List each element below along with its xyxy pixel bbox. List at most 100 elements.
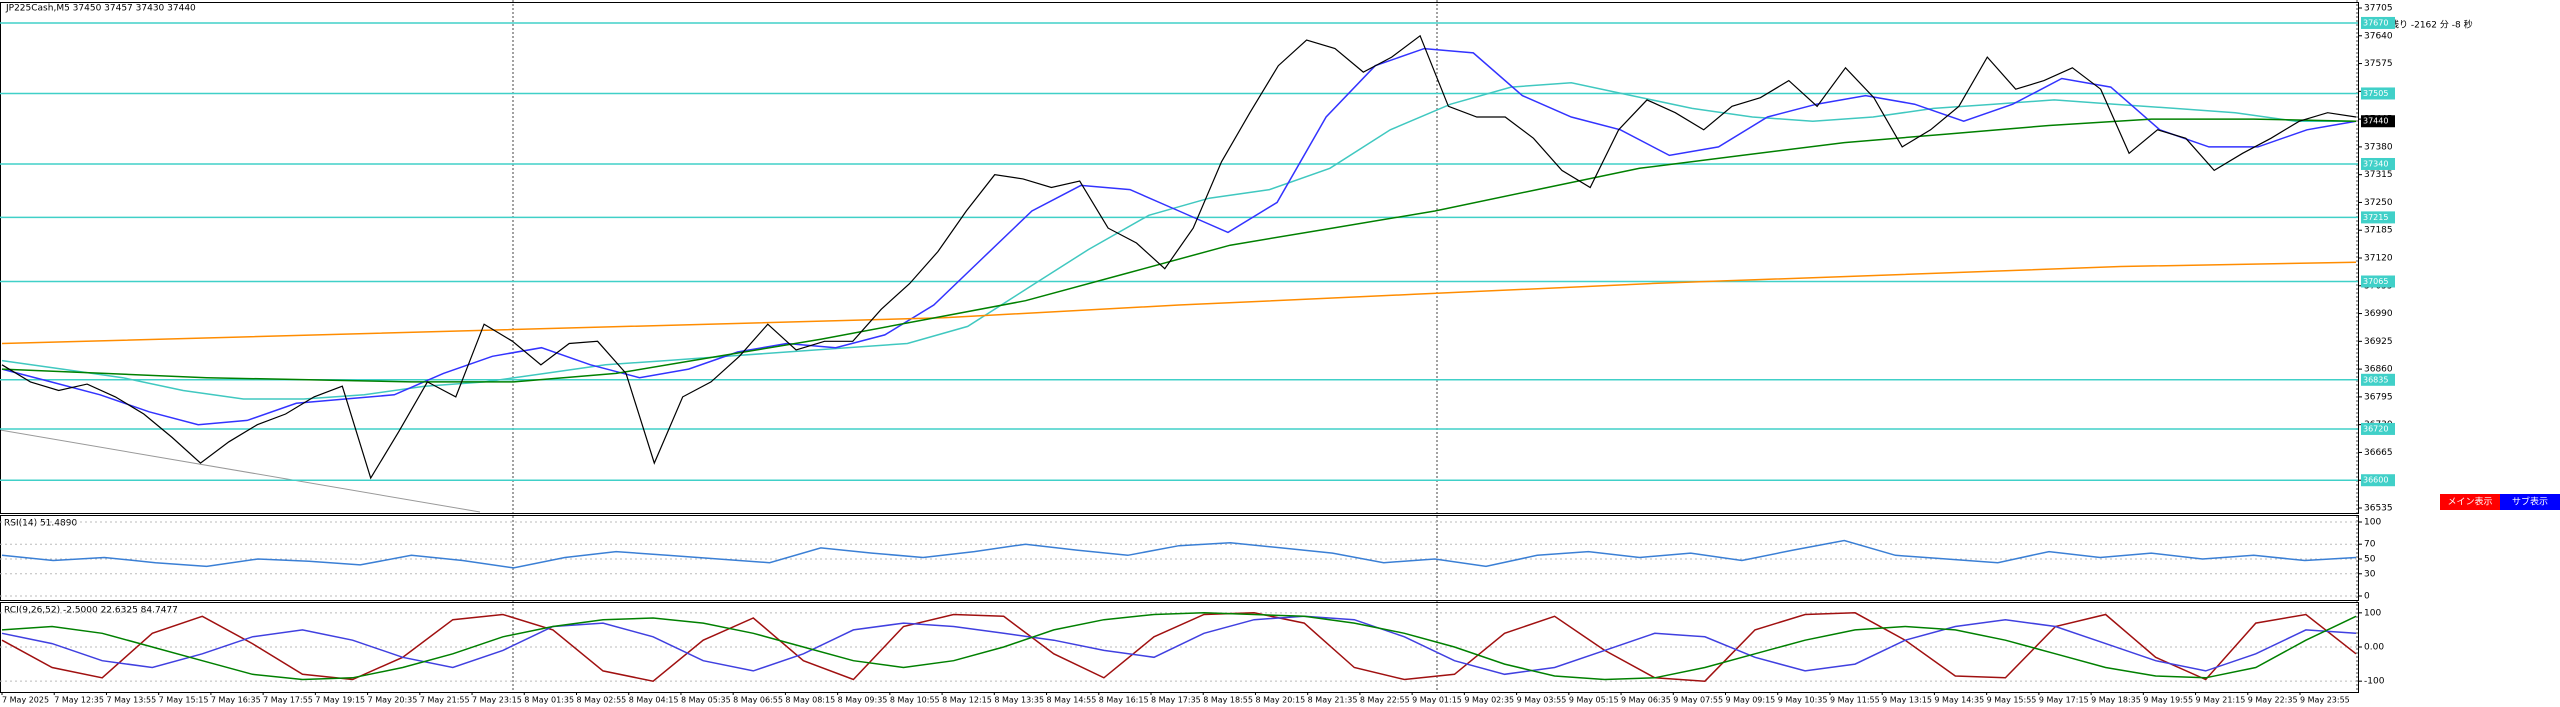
x-tick-label: 9 May 13:15 xyxy=(1882,696,1932,705)
level-box xyxy=(2361,16,2395,29)
y-tick-label: 50 xyxy=(2364,555,2376,565)
y-tick-label: 100 xyxy=(2364,518,2381,528)
y-tick-label: 37575 xyxy=(2364,59,2393,69)
y-tick-label: 70 xyxy=(2364,540,2376,550)
x-tick-label: 8 May 20:15 xyxy=(1255,696,1305,705)
x-tick-label: 8 May 06:55 xyxy=(733,696,783,705)
series-line xyxy=(1,261,2357,345)
x-tick-label: 9 May 18:35 xyxy=(2091,696,2141,705)
y-tick-label: 36795 xyxy=(2364,392,2393,402)
series-line xyxy=(1,47,2357,426)
y-tick-label: 37380 xyxy=(2364,142,2393,152)
y-tick-label: 36990 xyxy=(2364,309,2393,319)
x-tick-label: 9 May 03:55 xyxy=(1517,696,1567,705)
level-label: 37670 xyxy=(2363,18,2388,27)
trend-line xyxy=(0,429,481,513)
countdown: 残り -2162 分 -8 秒 xyxy=(2390,19,2473,31)
series-line xyxy=(1,612,2357,681)
x-tick-label: 8 May 09:35 xyxy=(838,696,888,705)
x-tick-label: 9 May 23:55 xyxy=(2300,696,2350,705)
sub-button-label[interactable]: サブ表示 xyxy=(2512,496,2548,508)
x-tick-label: 8 May 08:15 xyxy=(785,696,835,705)
series-line xyxy=(1,34,2357,480)
level-box xyxy=(2361,275,2395,288)
sub-button[interactable] xyxy=(2500,494,2560,510)
x-tick-label: 8 May 05:35 xyxy=(681,696,731,705)
panel-title: RSI(14) 51.4890 xyxy=(4,519,77,529)
level-label: 37505 xyxy=(2363,89,2388,98)
panel-frame xyxy=(0,2,2359,514)
x-tick-label: 9 May 22:35 xyxy=(2248,696,2298,705)
y-tick-label: 36665 xyxy=(2364,448,2393,458)
x-tick-label: 7 May 15:15 xyxy=(159,696,209,705)
x-tick-label: 8 May 04:15 xyxy=(629,696,679,705)
x-tick-label: 9 May 05:15 xyxy=(1569,696,1619,705)
x-tick-label: 8 May 10:55 xyxy=(890,696,940,705)
x-tick-label: 7 May 20:35 xyxy=(368,696,418,705)
level-label: 36720 xyxy=(2363,424,2388,433)
level-label: 37215 xyxy=(2363,213,2388,222)
x-tick-label: 9 May 15:55 xyxy=(1987,696,2037,705)
x-tick-label: 8 May 13:35 xyxy=(994,696,1044,705)
panel-frame xyxy=(0,515,2359,601)
y-tick-label: 37640 xyxy=(2364,31,2393,41)
y-tick-label: 37120 xyxy=(2364,254,2393,264)
level-box xyxy=(2361,422,2395,435)
x-tick-label: 7 May 17:55 xyxy=(263,696,313,705)
level-label: 37065 xyxy=(2363,277,2388,286)
level-label: 36600 xyxy=(2363,476,2388,485)
x-tick-label: 8 May 12:15 xyxy=(942,696,992,705)
y-tick-label: 0 xyxy=(2364,592,2370,602)
main-button-label[interactable]: メイン表示 xyxy=(2447,496,2492,508)
x-tick-label: 9 May 02:35 xyxy=(1464,696,1514,705)
x-tick-label: 7 May 12:35 xyxy=(54,696,104,705)
series-line xyxy=(1,82,2356,400)
level-box xyxy=(2361,157,2395,170)
last-price-label: 37440 xyxy=(2363,117,2388,126)
level-label: 36835 xyxy=(2363,375,2388,384)
x-tick-label: 9 May 17:15 xyxy=(2039,696,2089,705)
series-line xyxy=(1,615,2357,676)
panel-title: RCI(9,26,52) -2.5000 22.6325 84.7477 xyxy=(4,606,178,616)
level-box xyxy=(2361,87,2395,100)
x-tick-label: 8 May 22:55 xyxy=(1360,696,1410,705)
x-tick-label: 8 May 21:35 xyxy=(1308,696,1358,705)
x-tick-label: 7 May 16:35 xyxy=(211,696,261,705)
level-box xyxy=(2361,211,2395,224)
x-tick-label: 8 May 18:55 xyxy=(1203,696,1253,705)
level-box xyxy=(2361,373,2395,386)
x-tick-label: 8 May 01:35 xyxy=(524,696,574,705)
x-tick-label: 9 May 19:55 xyxy=(2143,696,2193,705)
y-tick-label: 36860 xyxy=(2364,365,2393,375)
y-tick-label: 37315 xyxy=(2364,170,2393,180)
day-separators xyxy=(512,0,2358,692)
x-tick-label: 9 May 10:35 xyxy=(1778,696,1828,705)
x-tick-label: 9 May 01:15 xyxy=(1412,696,1462,705)
y-tick-label: -100 xyxy=(2364,677,2385,687)
y-tick-label: 100 xyxy=(2364,608,2381,618)
x-tick-label: 8 May 16:15 xyxy=(1099,696,1149,705)
x-tick-label: 8 May 17:35 xyxy=(1151,696,1201,705)
y-tick-label: 37185 xyxy=(2364,226,2393,236)
x-tick-label: 9 May 06:35 xyxy=(1621,696,1671,705)
x-tick-label: 7 May 2025 xyxy=(2,696,49,705)
series-line xyxy=(1,118,2357,383)
x-tick-label: 7 May 23:15 xyxy=(472,696,522,705)
x-tick-label: 9 May 09:15 xyxy=(1726,696,1776,705)
x-tick-label: 9 May 11:55 xyxy=(1830,696,1880,705)
y-tick-label: 36925 xyxy=(2364,337,2393,347)
x-tick-label: 9 May 21:15 xyxy=(2196,696,2246,705)
main-button[interactable] xyxy=(2440,494,2500,510)
series-line xyxy=(1,612,2357,683)
x-tick-label: 8 May 14:55 xyxy=(1047,696,1097,705)
last-price-box xyxy=(2361,115,2395,128)
x-tick-label: 9 May 14:35 xyxy=(1934,696,1984,705)
y-tick-label: 0.00 xyxy=(2364,643,2384,653)
x-tick-label: 7 May 13:55 xyxy=(106,696,156,705)
x-tick-label: 8 May 02:55 xyxy=(577,696,627,705)
y-tick-label: 37705 xyxy=(2364,4,2393,14)
x-tick-label: 9 May 07:55 xyxy=(1673,696,1723,705)
y-tick-label: 37250 xyxy=(2364,198,2393,208)
x-tick-label: 7 May 19:15 xyxy=(315,696,365,705)
